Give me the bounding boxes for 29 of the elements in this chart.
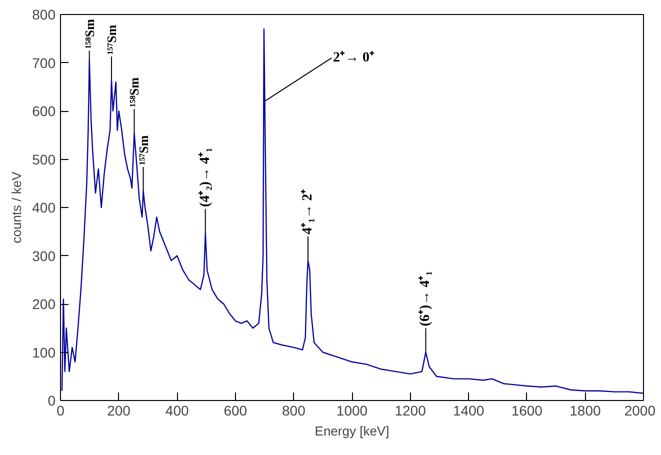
y-tick-label: 300 — [32, 248, 56, 264]
x-tick-label: 1800 — [570, 402, 601, 418]
x-tick-label: 600 — [224, 402, 248, 418]
x-axis-title: Energy [keV] — [314, 424, 390, 438]
x-tick-label: 400 — [165, 402, 189, 418]
y-axis-title: counts / keV — [9, 171, 24, 244]
annotation: ¹⁵⁷Sm — [104, 24, 120, 55]
annotation: 2⁺→ 0⁺ — [333, 50, 375, 66]
x-tick-label: 1600 — [511, 402, 543, 418]
x-tick-label: 1200 — [394, 402, 426, 418]
y-tick-label: 700 — [32, 54, 56, 71]
annotation: ¹⁵⁷Sm — [136, 135, 151, 166]
y-tick-label: 200 — [32, 296, 56, 312]
y-tick-label: 800 — [32, 6, 56, 22]
annotation: 4⁺₁→ 2⁺ — [300, 188, 316, 235]
x-tick-label: 800 — [282, 402, 306, 418]
annotation: (4⁺₂)→ 4⁺₁ — [198, 148, 213, 208]
x-tick-label: 2000 — [624, 402, 656, 418]
annotation: (6⁺)→ 4⁺₁ — [418, 271, 434, 326]
x-tick-label: 200 — [107, 402, 131, 418]
y-tick-label: 400 — [32, 200, 56, 216]
y-tick-label: 0 — [48, 392, 56, 408]
x-tick-label: 1400 — [453, 402, 484, 418]
y-tick-label: 500 — [32, 151, 56, 168]
y-tick-label: 600 — [32, 103, 56, 119]
x-tick-label: 1000 — [336, 402, 368, 418]
annotation: ¹⁵⁸Sm — [126, 77, 142, 108]
annotation: ¹⁵⁸Sm — [82, 18, 97, 49]
y-tick-label: 100 — [32, 344, 56, 360]
